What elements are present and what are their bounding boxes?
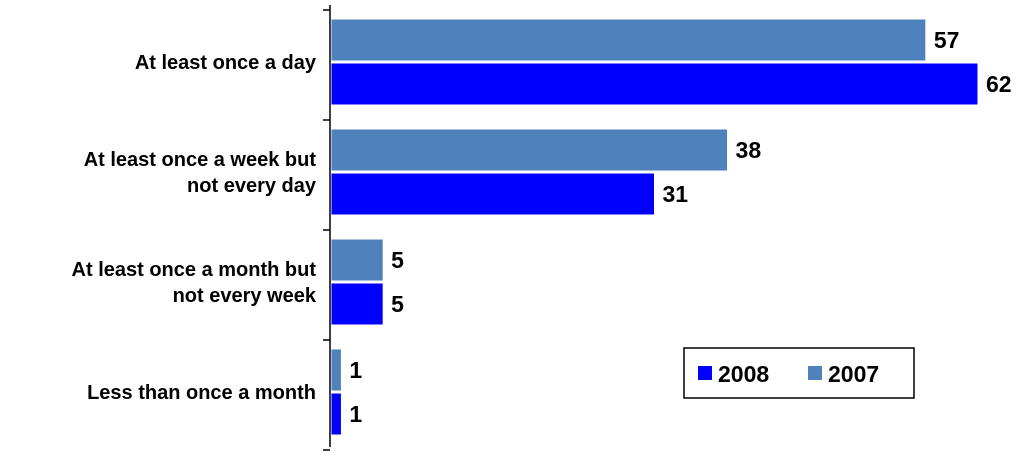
data-label-2007-3: 1 xyxy=(349,357,362,383)
category-label-1-0: At least once a week but xyxy=(84,149,317,171)
legend: 2008 2007 xyxy=(683,347,915,399)
axis-ticks xyxy=(323,9,330,451)
bars-layer xyxy=(330,18,979,436)
data-label-2007-1: 38 xyxy=(736,137,762,163)
category-label-1-1: not every day xyxy=(187,175,317,197)
bar-2008-0 xyxy=(330,62,979,106)
bar-2007-2 xyxy=(330,238,384,282)
data-label-2007-2: 5 xyxy=(391,247,404,273)
bar-2007-3 xyxy=(330,348,342,392)
legend-swatch-2007 xyxy=(808,366,822,380)
category-label-2-1: not every week xyxy=(173,285,317,307)
category-labels: At least once a day At least once a week … xyxy=(72,52,317,404)
legend-border xyxy=(683,347,915,399)
category-label-2-0: At least once a month but xyxy=(72,259,317,281)
bar-2008-1 xyxy=(330,172,655,216)
bar-2007-1 xyxy=(330,128,729,172)
data-label-2008-1: 31 xyxy=(663,181,689,207)
legend-label-2007: 2007 xyxy=(828,361,879,387)
data-label-2008-3: 1 xyxy=(349,401,362,427)
data-label-2008-0: 62 xyxy=(986,71,1012,97)
category-label-3-0: Less than once a month xyxy=(87,382,316,404)
value-labels: 57 62 38 31 5 5 1 1 xyxy=(349,27,1011,427)
legend-label-2008: 2008 xyxy=(718,361,769,387)
data-label-2008-2: 5 xyxy=(391,291,404,317)
bar-2007-0 xyxy=(330,18,927,62)
legend-swatch-2008 xyxy=(698,366,712,380)
bar-2008-2 xyxy=(330,282,384,326)
category-label-0-0: At least once a day xyxy=(135,52,317,74)
data-label-2007-0: 57 xyxy=(934,27,960,53)
bar-2008-3 xyxy=(330,392,342,436)
